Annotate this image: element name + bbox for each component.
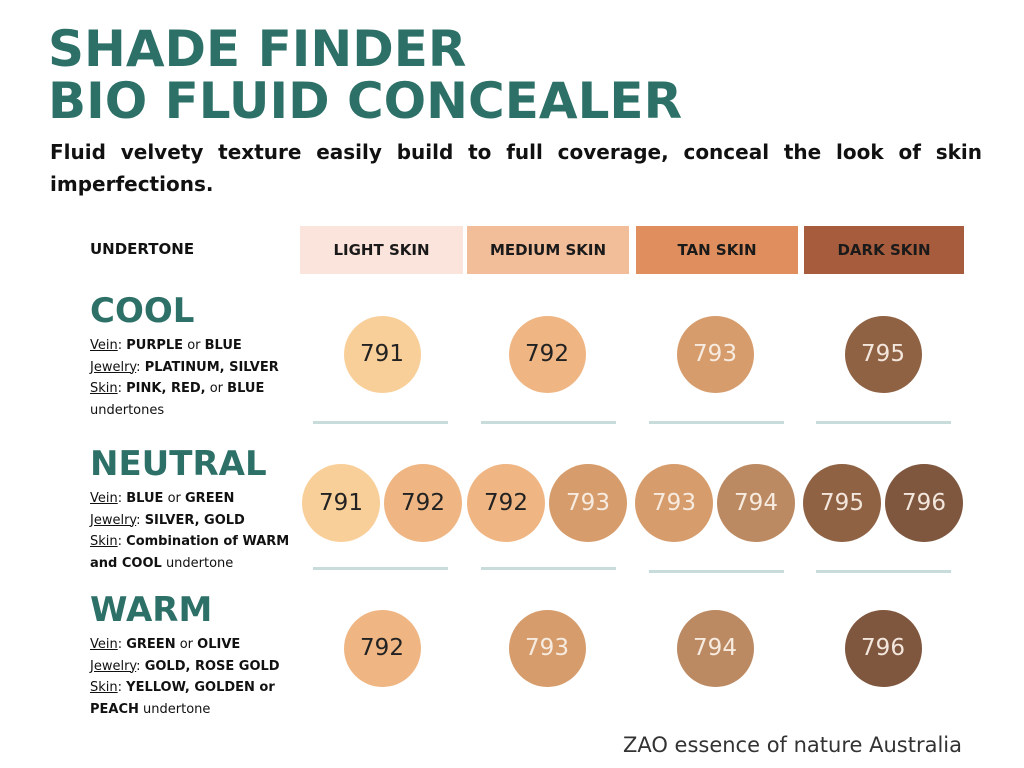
shade-swatch-warm-medium-793: 793 (508, 609, 586, 687)
shade-swatch-neutral-tan-793: 793 (635, 464, 713, 542)
column-header-medium-skin: MEDIUM SKIN (467, 226, 629, 274)
shade-swatch-cool-dark-795: 795 (844, 315, 922, 393)
column-header-dark-skin: DARK SKIN (804, 226, 964, 274)
row-divider (313, 567, 448, 570)
row-divider (649, 421, 784, 424)
row-description-cool: Vein: PURPLE or BLUE Jewelry: PLATINUM, … (90, 338, 279, 418)
undertone-column-label: UNDERTONE (90, 240, 195, 258)
row-title-warm: WARM (90, 590, 213, 630)
shade-swatch-neutral-light-791: 791 (302, 464, 380, 542)
shade-swatch-cool-tan-793: 793 (676, 315, 754, 393)
row-divider (481, 421, 616, 424)
page-title-line-2: BIO FLUID CONCEALER (48, 72, 683, 130)
column-header-tan-skin: TAN SKIN (636, 226, 798, 274)
row-divider (816, 570, 951, 573)
row-divider (816, 421, 951, 424)
row-description-neutral: Vein: BLUE or GREEN Jewelry: SILVER, GOL… (90, 491, 290, 571)
shade-swatch-cool-light-791: 791 (343, 315, 421, 393)
row-title-cool: COOL (90, 291, 195, 331)
row-description-warm: Vein: GREEN or OLIVE Jewelry: GOLD, ROSE… (90, 637, 280, 717)
shade-swatch-neutral-medium-793: 793 (549, 464, 627, 542)
row-divider (313, 421, 448, 424)
row-divider (481, 567, 616, 570)
shade-swatch-cool-medium-792: 792 (508, 315, 586, 393)
product-description: Fluid velvety texture easily build to fu… (50, 140, 982, 196)
shade-swatch-neutral-dark-795: 795 (803, 464, 881, 542)
row-divider (649, 570, 784, 573)
shade-swatch-warm-tan-794: 794 (676, 609, 754, 687)
brand-name: ZAO essence of nature Australia (622, 733, 962, 757)
shade-swatch-neutral-medium-792: 792 (467, 464, 545, 542)
shade-swatch-neutral-tan-794: 794 (717, 464, 795, 542)
shade-swatch-neutral-light-792: 792 (384, 464, 462, 542)
shade-swatch-warm-light-792: 792 (343, 609, 421, 687)
column-header-light-skin: LIGHT SKIN (300, 226, 463, 274)
page-title-line-1: SHADE FINDER (48, 20, 467, 78)
row-title-neutral: NEUTRAL (90, 444, 267, 484)
shade-swatch-neutral-dark-796: 796 (885, 464, 963, 542)
shade-swatch-warm-dark-796: 796 (844, 609, 922, 687)
